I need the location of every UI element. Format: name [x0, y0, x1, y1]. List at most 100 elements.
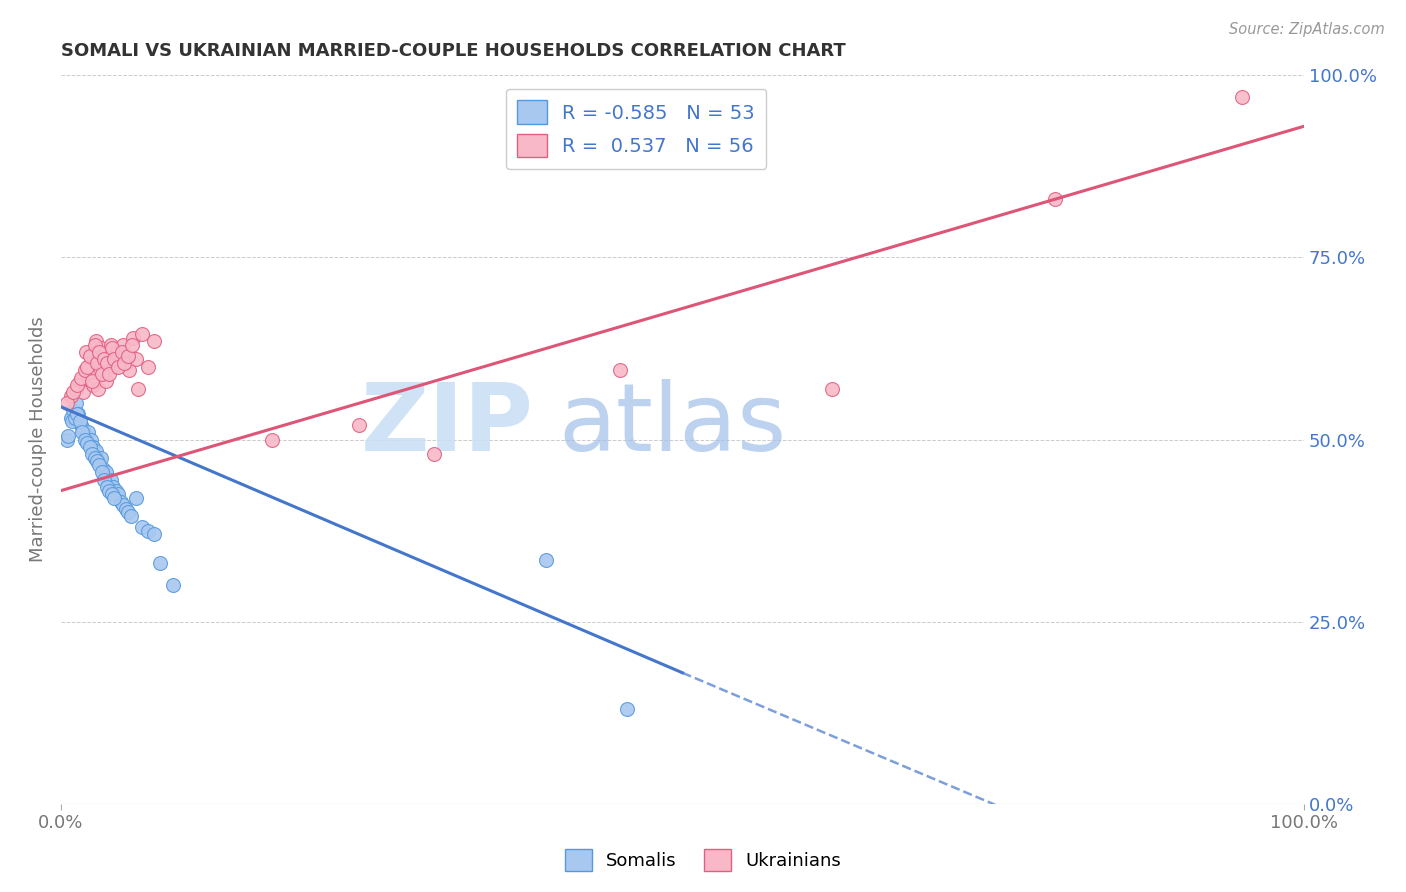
- Point: [121, 338, 143, 352]
- Point: [63, 410, 86, 425]
- Point: [98, 367, 121, 381]
- Point: [103, 352, 125, 367]
- Point: [59, 410, 82, 425]
- Point: [103, 491, 125, 505]
- Point: [112, 338, 135, 352]
- Point: [107, 487, 129, 501]
- Point: [91, 367, 114, 381]
- Point: [89, 345, 111, 359]
- Point: [76, 359, 98, 374]
- Point: [94, 466, 117, 480]
- Point: [89, 458, 111, 472]
- Point: [1045, 192, 1067, 206]
- Point: [110, 494, 132, 508]
- Point: [56, 396, 79, 410]
- Point: [83, 450, 105, 465]
- Point: [131, 520, 153, 534]
- Point: [117, 349, 139, 363]
- Text: Source: ZipAtlas.com: Source: ZipAtlas.com: [1229, 22, 1385, 37]
- Point: [93, 352, 115, 367]
- Point: [94, 374, 117, 388]
- Point: [136, 524, 159, 538]
- Point: [100, 473, 122, 487]
- Point: [101, 342, 124, 356]
- Point: [111, 345, 134, 359]
- Point: [75, 429, 97, 443]
- Point: [104, 483, 127, 498]
- Point: [73, 363, 96, 377]
- Point: [83, 338, 105, 352]
- Point: [86, 356, 108, 370]
- Point: [101, 359, 124, 374]
- Point: [79, 349, 101, 363]
- Point: [609, 363, 631, 377]
- Point: [101, 480, 124, 494]
- Point: [77, 367, 100, 381]
- Point: [77, 425, 100, 440]
- Point: [69, 414, 91, 428]
- Point: [131, 326, 153, 341]
- Point: [107, 359, 129, 374]
- Point: [66, 407, 89, 421]
- Legend: R = -0.585   N = 53, R =  0.537   N = 56: R = -0.585 N = 53, R = 0.537 N = 56: [506, 88, 766, 169]
- Point: [65, 382, 87, 396]
- Point: [120, 509, 142, 524]
- Point: [69, 417, 91, 432]
- Point: [60, 414, 83, 428]
- Point: [112, 498, 135, 512]
- Point: [70, 425, 93, 440]
- Point: [72, 422, 94, 436]
- Point: [87, 382, 110, 396]
- Point: [105, 345, 128, 359]
- Point: [82, 440, 104, 454]
- Point: [117, 506, 139, 520]
- Point: [534, 553, 557, 567]
- Point: [262, 433, 284, 447]
- Point: [72, 385, 94, 400]
- Point: [1230, 90, 1253, 104]
- Point: [423, 447, 446, 461]
- Point: [114, 501, 136, 516]
- Point: [149, 557, 172, 571]
- Point: [114, 356, 136, 370]
- Point: [91, 363, 114, 377]
- Point: [87, 454, 110, 468]
- Point: [69, 370, 91, 384]
- Point: [90, 342, 112, 356]
- Point: [65, 396, 87, 410]
- Point: [112, 356, 135, 370]
- Point: [349, 417, 371, 432]
- Y-axis label: Married-couple Households: Married-couple Households: [30, 317, 46, 563]
- Point: [80, 433, 103, 447]
- Text: SOMALI VS UKRAINIAN MARRIED-COUPLE HOUSEHOLDS CORRELATION CHART: SOMALI VS UKRAINIAN MARRIED-COUPLE HOUSE…: [60, 42, 845, 60]
- Point: [56, 433, 79, 447]
- Point: [124, 491, 146, 505]
- Point: [616, 702, 638, 716]
- Point: [79, 440, 101, 454]
- Point: [97, 476, 120, 491]
- Point: [97, 352, 120, 367]
- Point: [136, 359, 159, 374]
- Point: [73, 433, 96, 447]
- Point: [143, 527, 166, 541]
- Point: [75, 345, 97, 359]
- Point: [80, 374, 103, 388]
- Point: [118, 363, 141, 377]
- Point: [122, 330, 145, 344]
- Point: [96, 356, 118, 370]
- Point: [162, 578, 184, 592]
- Point: [84, 443, 107, 458]
- Point: [100, 338, 122, 352]
- Text: atlas: atlas: [558, 379, 786, 471]
- Point: [124, 352, 146, 367]
- Point: [127, 382, 149, 396]
- Point: [84, 334, 107, 349]
- Point: [80, 447, 103, 461]
- Point: [98, 483, 121, 498]
- Point: [59, 389, 82, 403]
- Point: [101, 487, 124, 501]
- Point: [110, 349, 132, 363]
- Point: [62, 403, 84, 417]
- Point: [821, 382, 844, 396]
- Point: [96, 480, 118, 494]
